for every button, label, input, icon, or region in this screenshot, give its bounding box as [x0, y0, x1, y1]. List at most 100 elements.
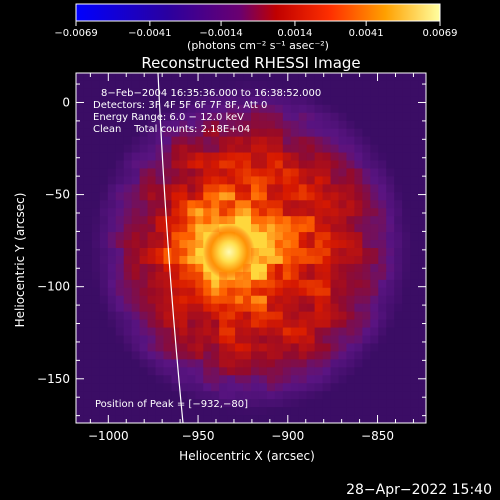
heatmap-cell	[235, 208, 244, 217]
heatmap-cell	[131, 351, 141, 360]
heatmap-cell	[155, 200, 165, 209]
heatmap-cell	[418, 104, 426, 114]
heatmap-cell	[211, 311, 220, 321]
heatmap-cell	[195, 263, 204, 273]
heatmap-cell	[394, 375, 403, 384]
heatmap-cell	[322, 248, 332, 257]
heatmap-cell	[211, 271, 220, 281]
heatmap-cell	[266, 303, 276, 313]
heatmap-cell	[131, 144, 141, 154]
heatmap-cell	[322, 295, 332, 305]
heatmap-cell	[378, 383, 387, 392]
heatmap-cell	[290, 176, 300, 185]
heatmap-cell	[322, 120, 332, 130]
heatmap-cell	[107, 208, 117, 217]
heatmap-cell	[298, 184, 308, 193]
heatmap-cell	[298, 168, 308, 178]
heatmap-cell	[370, 184, 379, 193]
heatmap-cell	[91, 120, 101, 130]
heatmap-cell	[179, 279, 188, 289]
heatmap-cell	[362, 73, 371, 82]
heatmap-cell	[330, 295, 340, 305]
heatmap-cell	[155, 136, 165, 146]
heatmap-cell	[290, 311, 300, 321]
heatmap-cell	[258, 248, 268, 257]
heatmap-cell	[346, 415, 356, 423]
heatmap-cell	[235, 327, 244, 337]
heatmap-cell	[338, 128, 348, 138]
heatmap-cell	[274, 104, 284, 114]
heatmap-cell	[219, 73, 228, 82]
heatmap-cell	[179, 367, 188, 376]
heatmap-cell	[330, 192, 340, 201]
heatmap-cell	[123, 128, 133, 138]
heatmap-cell	[282, 88, 292, 98]
heatmap-cell	[83, 279, 93, 289]
heatmap-cell	[227, 303, 236, 313]
heatmap-cell	[179, 88, 188, 98]
heatmap-cell	[155, 271, 165, 281]
heatmap-cell	[410, 255, 419, 265]
heatmap-cell	[362, 192, 371, 201]
heatmap-cell	[386, 327, 395, 337]
heatmap-cell	[338, 216, 348, 225]
heatmap-cell	[195, 303, 204, 313]
heatmap-cell	[195, 351, 204, 360]
heatmap-cell	[139, 112, 149, 122]
peak-position-label: Position of Peak = [−932,−80]	[95, 399, 248, 410]
heatmap-cell	[330, 375, 340, 384]
heatmap-cell	[211, 80, 220, 90]
heatmap-cell	[99, 216, 109, 225]
heatmap-cell	[314, 399, 324, 408]
heatmap-cell	[394, 176, 403, 185]
heatmap-cell	[402, 80, 411, 90]
heatmap-cell	[227, 383, 236, 392]
heatmap-cell	[227, 73, 236, 82]
heatmap-cell	[163, 327, 173, 337]
heatmap-cell	[258, 383, 268, 392]
heatmap-cell	[99, 263, 109, 273]
heatmap-cell	[290, 224, 300, 233]
heatmap-cell	[107, 295, 117, 305]
heatmap-cell	[338, 136, 348, 146]
heatmap-cell	[171, 240, 181, 249]
heatmap-cell	[227, 160, 236, 170]
heatmap-cell	[314, 136, 324, 146]
heatmap-cell	[274, 176, 284, 185]
heatmap-cell	[338, 208, 348, 217]
heatmap-cell	[402, 407, 411, 416]
heatmap-cell	[107, 88, 117, 98]
heatmap-cell	[187, 200, 196, 209]
heatmap-cell	[394, 144, 403, 154]
heatmap-cell	[147, 383, 157, 392]
heatmap-cell	[99, 184, 109, 193]
heatmap-cell	[251, 240, 260, 249]
heatmap-cell	[99, 88, 109, 98]
heatmap-cell	[322, 415, 332, 423]
heatmap-cell	[330, 80, 340, 90]
heatmap-cell	[179, 224, 188, 233]
heatmap-cell	[107, 112, 117, 122]
heatmap-cell	[235, 367, 244, 376]
heatmap-cell	[354, 311, 363, 321]
heatmap-cell	[346, 208, 356, 217]
heatmap-cell	[203, 192, 212, 201]
heatmap-cell	[91, 263, 101, 273]
heatmap-cell	[298, 80, 308, 90]
heatmap-cell	[386, 136, 395, 146]
heatmap-cell	[203, 104, 212, 114]
heatmap-cell	[107, 232, 117, 241]
heatmap-cell	[131, 184, 141, 193]
heatmap-cell	[187, 168, 196, 178]
heatmap-cell	[258, 200, 268, 209]
heatmap-cell	[107, 375, 117, 384]
heatmap-cell	[298, 136, 308, 146]
y-axis-label: Heliocentric Y (arcsec)	[13, 193, 27, 328]
heatmap-cell	[123, 391, 133, 400]
heatmap-cell	[338, 73, 348, 82]
heatmap-cell	[91, 319, 101, 329]
heatmap-cell	[410, 303, 419, 313]
heatmap-cell	[330, 399, 340, 408]
heatmap-cell	[322, 104, 332, 114]
heatmap-cell	[258, 184, 268, 193]
